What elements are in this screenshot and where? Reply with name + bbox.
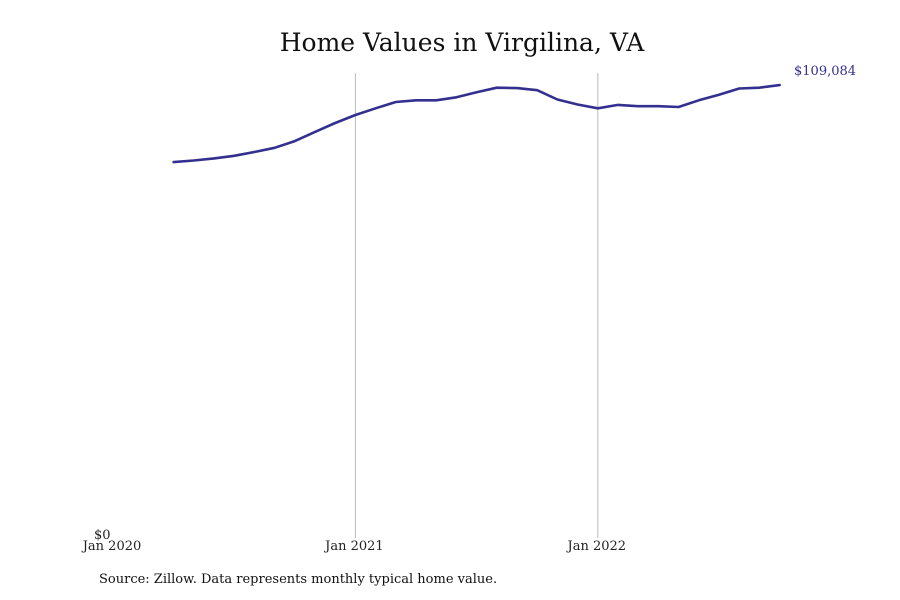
end-value-label: $109,084 [794,64,856,79]
x-tick-label: Jan 2022 [566,539,627,554]
source-note: Source: Zillow. Data represents monthly … [99,572,498,587]
chart-title: Home Values in Virgilina, VA [280,28,645,57]
series-line [172,83,781,164]
x-axis-ticks: Jan 2020 Jan 2021 Jan 2022 [81,539,626,554]
gridlines [354,73,599,538]
x-tick-label: Jan 2021 [323,539,384,554]
y-tick-label: $0 [94,528,111,543]
x-tick-label: Jan 2020 [81,539,142,554]
